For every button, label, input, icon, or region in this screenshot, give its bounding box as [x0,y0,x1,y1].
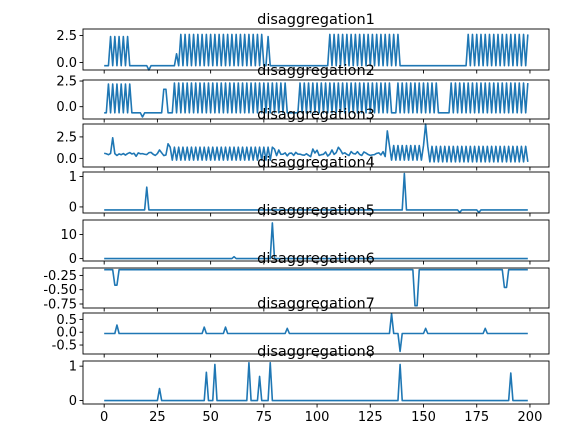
axes-frame [82,219,550,262]
y-tick-label: 0 [69,200,77,215]
subplot-7: 0.50.0-0.5 disaggregation7 [52,296,550,358]
subplot-5: 10 0 disaggregation5 [60,203,550,267]
x-tick-label: 0 [100,410,108,425]
axes-frame [82,28,550,71]
y-tick-label: 1 [69,360,77,375]
axes-frame [82,171,550,214]
y-tick-label: 0.0 [56,152,77,167]
subplot-title: disaggregation2 [257,63,375,79]
series-line-8 [104,361,528,402]
y-tick-label: 10 [60,228,77,243]
y-tick-label: -0.50 [43,283,77,298]
y-tick-label: 2.5 [56,130,77,145]
subplot-title: disaggregation7 [257,296,375,312]
x-tick-label: 200 [518,410,543,425]
y-tick-label: 0.5 [56,313,77,328]
axes-frame [82,79,550,120]
x-tick-label: 150 [411,410,436,425]
subplot-1: 2.5 0.0 disaggregation1 [56,12,550,74]
y-tick-label: -0.5 [52,339,77,354]
subplot-title: disaggregation1 [257,12,375,28]
y-tick-label: 0 [69,252,77,267]
y-tick-label: 1 [69,170,77,185]
series-line-4 [104,172,528,214]
axes-frame [82,360,550,405]
series-line-6 [104,268,528,307]
subplot-title: disaggregation4 [257,155,375,171]
y-tick-label: 2.5 [56,75,77,90]
axes-frame [82,267,550,309]
y-tick-label: 0 [69,394,77,409]
series-line-2 [104,82,529,118]
subplot-title: disaggregation3 [257,107,375,123]
subplot-6: -0.25-0.50-0.75 disaggregation6 [43,251,550,313]
series-line-5 [104,222,528,260]
subplot-2: 2.5 0.0 disaggregation2 [56,63,550,123]
axes-frame [82,123,550,168]
subplot-4: 1 0 disaggregation4 [69,155,550,217]
subplot-3: 2.5 0.0 disaggregation3 [56,107,550,171]
subplot-title: disaggregation5 [257,203,375,219]
series-line-3 [103,123,529,163]
axes-frame [82,312,550,355]
x-tick-label: 100 [305,410,330,425]
y-tick-label: 0.0 [56,326,77,341]
y-tick-label: 0.0 [56,56,77,71]
subplot-title: disaggregation8 [257,344,375,360]
y-tick-label: 2.5 [56,29,77,44]
x-tick-label: 50 [202,410,219,425]
x-tick-label: 25 [149,410,166,425]
y-tick-label: -0.75 [43,298,77,313]
x-tick-label: 125 [358,410,383,425]
y-tick-label: 0.0 [56,100,77,115]
subplot-title: disaggregation6 [257,251,375,267]
y-tick-label: -0.25 [43,269,77,284]
series-line-7 [104,312,528,353]
series-line-1 [104,33,529,71]
x-tick-label: 75 [256,410,273,425]
x-tick-label: 175 [464,410,489,425]
